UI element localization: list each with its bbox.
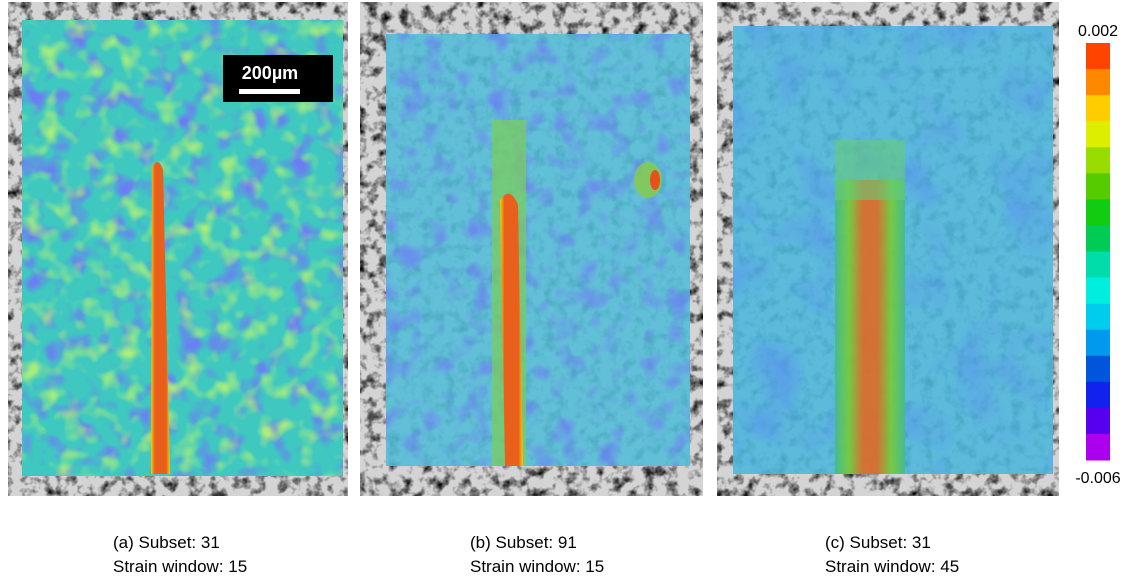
caption-line: (b) Subset: 91 <box>470 533 577 552</box>
colorbar-min: -0.006 <box>1075 470 1120 487</box>
colorbar-swatch <box>1086 382 1110 409</box>
colorbar-max: 0.002 <box>1078 23 1118 40</box>
colorbar-swatch <box>1086 225 1110 252</box>
colorbar-swatch <box>1086 147 1110 174</box>
panel-b-image <box>360 2 703 496</box>
strain-blobs <box>386 34 690 466</box>
panel-c-image <box>717 2 1059 496</box>
colorbar-swatch <box>1086 356 1110 383</box>
caption-line: Strain window: 15 <box>470 557 604 576</box>
colorbar-swatch <box>1086 304 1110 331</box>
colorbar-swatch <box>1086 69 1110 96</box>
caption-line: (a) Subset: 31 <box>113 533 220 552</box>
strain-band-top <box>835 140 905 200</box>
figure-svg: 200µm 0.002 -0.006 (a) Subset: 31 Strain… <box>0 0 1143 579</box>
scale-bar <box>239 89 300 94</box>
colorbar-swatch <box>1086 252 1110 279</box>
colorbar-swatch <box>1086 278 1110 305</box>
caption-line: (c) Subset: 31 <box>825 533 931 552</box>
caption-line: Strain window: 45 <box>825 557 959 576</box>
hotspot-core <box>650 170 660 190</box>
colorbar-swatch <box>1086 43 1110 70</box>
strain-band <box>835 180 905 474</box>
figure: 200µm 0.002 -0.006 (a) Subset: 31 Strain… <box>0 0 1143 579</box>
colorbar-swatch <box>1086 95 1110 122</box>
colorbar-swatch <box>1086 173 1110 200</box>
colorbar-swatch <box>1086 330 1110 357</box>
colorbar-swatch <box>1086 199 1110 226</box>
scale-bar-label: 200µm <box>242 63 298 83</box>
colorbar-swatch <box>1086 121 1110 148</box>
panel-a-image: 200µm <box>8 2 348 496</box>
colorbar: 0.002 -0.006 <box>1075 23 1120 487</box>
caption-line: Strain window: 15 <box>113 557 247 576</box>
colorbar-swatch <box>1086 408 1110 435</box>
colorbar-swatch <box>1086 434 1110 461</box>
